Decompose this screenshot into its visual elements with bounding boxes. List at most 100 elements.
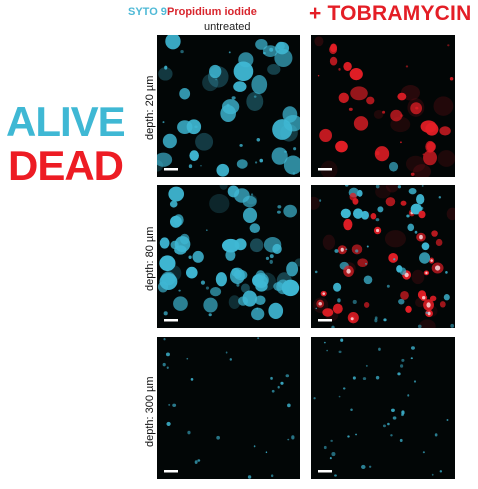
speck — [338, 68, 341, 71]
dead-cell — [405, 305, 412, 313]
speck — [276, 210, 281, 214]
speck — [197, 459, 201, 462]
scale-bar — [164, 319, 178, 322]
scale-bar — [318, 319, 332, 322]
dim-cell — [419, 319, 436, 328]
speck — [422, 451, 425, 454]
live-cell — [234, 188, 250, 203]
speck — [162, 121, 165, 124]
speck — [434, 433, 438, 437]
speck — [401, 413, 404, 417]
dead-cell — [343, 61, 352, 71]
dead-cell — [357, 258, 368, 268]
speck — [229, 358, 232, 361]
live-cell — [340, 208, 351, 219]
speck — [314, 270, 318, 274]
micrograph-untreated-20um — [157, 35, 300, 177]
speck — [410, 172, 415, 176]
speck — [165, 352, 170, 357]
dead-cell — [390, 109, 403, 122]
live-cell — [419, 252, 431, 264]
speck — [178, 289, 181, 292]
live-cell — [255, 280, 268, 292]
speck — [247, 475, 252, 479]
dead-cell — [435, 238, 443, 247]
dead-cell — [400, 200, 407, 206]
speck — [415, 106, 419, 110]
speck — [250, 193, 254, 196]
speck — [348, 107, 353, 111]
speck — [352, 376, 356, 380]
speck — [391, 408, 395, 412]
speck — [293, 147, 297, 151]
micrograph-tobramycin-20um — [311, 35, 455, 177]
micrograph-tobramycin-300um-image — [313, 338, 449, 477]
dead-cell — [374, 146, 390, 162]
speck — [269, 259, 273, 264]
cell-highlight — [350, 317, 354, 321]
live-cell — [242, 207, 258, 224]
speck — [422, 153, 425, 156]
micrograph-untreated-80um — [157, 185, 300, 328]
scale-bar — [318, 470, 332, 473]
dim-cell — [385, 185, 399, 193]
dim-cell — [411, 269, 425, 285]
dead-cell — [420, 120, 437, 133]
live-cell — [236, 159, 248, 169]
micrograph-tobramycin-80um-image — [311, 185, 455, 328]
dead-cell — [400, 291, 409, 300]
live-cell — [273, 282, 284, 291]
speck — [366, 245, 369, 248]
dead-cell — [338, 92, 349, 104]
speck — [386, 284, 390, 288]
speck — [417, 324, 422, 328]
dead-cell — [351, 244, 363, 255]
cell-highlight — [426, 302, 431, 308]
cell-highlight — [427, 311, 431, 316]
speck — [239, 143, 243, 147]
speck — [206, 229, 208, 231]
cell-highlight — [340, 247, 344, 252]
micrograph-tobramycin-80um — [311, 185, 455, 328]
speck — [323, 341, 326, 344]
depth-label-20: depth: 20 µm — [144, 75, 156, 140]
live-cell — [159, 255, 176, 272]
live-cell — [238, 52, 254, 68]
dead-label: DEAD — [8, 142, 124, 189]
dim-cell — [384, 230, 406, 248]
live-cell — [162, 133, 177, 149]
speck — [400, 114, 404, 117]
speck — [323, 445, 327, 450]
live-cell — [169, 200, 178, 208]
speck — [449, 76, 454, 81]
live-cell — [333, 282, 342, 292]
dead-cell — [350, 86, 368, 101]
dim-cell — [228, 295, 241, 309]
live-cell — [410, 203, 422, 215]
live-cell — [251, 74, 268, 95]
speck — [431, 473, 434, 476]
speck — [254, 161, 258, 164]
speck — [355, 75, 358, 78]
live-cell — [216, 163, 230, 177]
speck — [447, 44, 450, 47]
speck — [382, 424, 386, 428]
dim-cell — [209, 193, 230, 214]
speck — [406, 214, 410, 218]
dead-cell — [423, 150, 437, 166]
live-cell — [233, 81, 247, 92]
speck — [269, 47, 274, 52]
speck — [382, 110, 386, 114]
speck — [446, 419, 449, 421]
speck — [292, 172, 296, 175]
cell-highlight — [346, 268, 351, 274]
dead-cell — [343, 218, 353, 231]
live-cell — [192, 250, 204, 263]
speck — [374, 318, 378, 323]
speck — [168, 403, 171, 406]
speck — [334, 249, 339, 253]
speck — [426, 245, 429, 248]
speck — [450, 323, 455, 328]
speck — [256, 138, 261, 142]
dead-cell — [366, 96, 375, 105]
